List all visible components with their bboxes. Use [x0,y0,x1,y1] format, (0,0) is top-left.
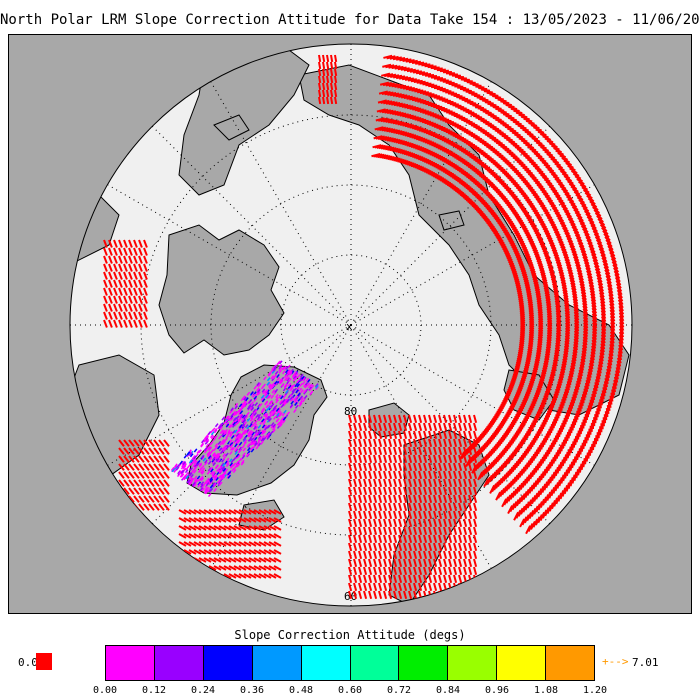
polar-map: x 80 60 [8,34,692,614]
colorbar-tick-label: 0.84 [435,685,461,696]
above-max-arrow: +--> [602,655,629,668]
polar-map-svg: x 80 60 [9,35,691,613]
map-title: North Polar LRM Slope Correction Attitud… [0,12,700,28]
colorbar-tick-label: 0.12 [141,685,167,696]
colorbar-tick-label: 0.24 [190,685,216,696]
colorbar-title: Slope Correction Attitude (degs) [234,628,466,642]
red-track-points [103,54,625,599]
colorbar-segment [350,646,400,680]
greenland-track-points [170,360,319,498]
colorbar-tick-label: 0.60 [337,685,363,696]
pole-marker: x [346,320,353,333]
colorbar-segment [301,646,351,680]
colorbar-segment [154,646,204,680]
above-max-label: 7.01 [632,656,659,669]
colorbar-tick-label: 0.96 [484,685,510,696]
colorbar-tick-label: 1.20 [582,685,608,696]
islands-land [213,114,250,141]
colorbar-tick-label: 1.08 [533,685,559,696]
colorbar-tick-label: 0.48 [288,685,314,696]
colorbar-tick-label: 0.36 [239,685,265,696]
colorbar-segment [399,646,449,680]
colorbar-segment [497,646,547,680]
colorbar-ticks: 0.00 0.12 0.24 0.36 0.48 0.60 0.72 0.84 0.96 1.08… [93,685,607,699]
colorbar-segment [203,646,253,680]
below-min-swatch [36,653,52,670]
islands-land [438,210,465,231]
colorbar-segment [106,646,155,680]
colorbar-segment [546,646,595,680]
lat-label-80: 80 [344,405,357,418]
colorbar [105,645,595,681]
colorbar-segment [252,646,302,680]
colorbar-segment [448,646,498,680]
colorbar-tick-label: 0.00 [92,685,118,696]
below-min-label: 0.0 [18,656,38,669]
colorbar-tick-label: 0.72 [386,685,412,696]
